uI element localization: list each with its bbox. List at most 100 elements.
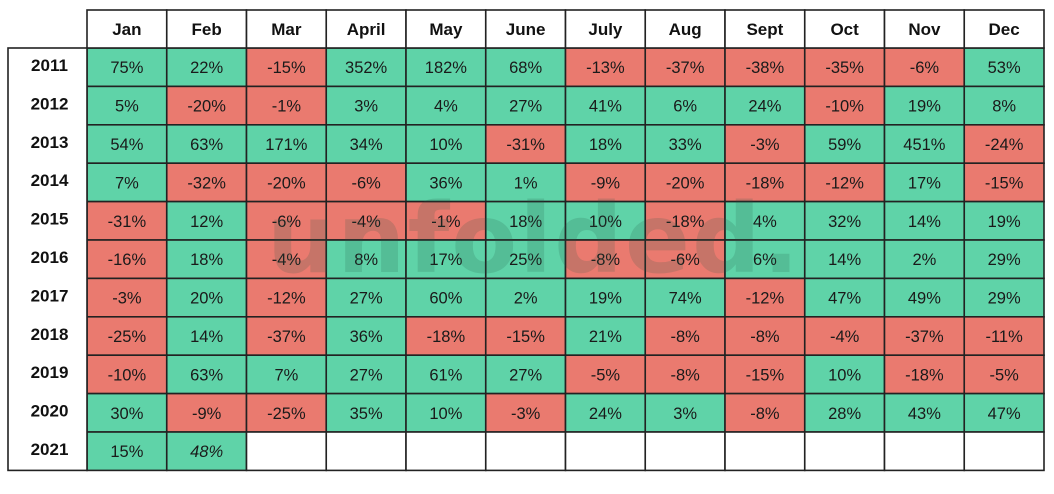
- heatmap-cell-label: -15%: [267, 59, 306, 77]
- heatmap-cell-label: -8%: [591, 251, 621, 269]
- heatmap-cell-label: 8%: [354, 251, 378, 269]
- heatmap-cell-label: -24%: [985, 136, 1024, 154]
- heatmap-cell-label: 171%: [265, 136, 308, 154]
- heatmap-cell-label: 53%: [988, 59, 1021, 77]
- heatmap-cell-label: -10%: [825, 98, 864, 116]
- heatmap-cell: [405, 162, 487, 203]
- row-header-label: 2014: [31, 171, 69, 190]
- row-header-label: 2020: [31, 402, 69, 421]
- heatmap-cell-label: 41%: [589, 98, 622, 116]
- heatmap-cell-label: -13%: [586, 59, 625, 77]
- column-header-label: Nov: [908, 20, 941, 39]
- heatmap-empty-cell: [963, 431, 1045, 472]
- heatmap-cell: [803, 200, 886, 241]
- heatmap-cell: [325, 239, 407, 280]
- column-header-label: Oct: [830, 20, 859, 39]
- heatmap-cell-label: 29%: [988, 290, 1021, 308]
- heatmap-cell-label: 24%: [589, 405, 622, 423]
- heatmap-cell: [963, 239, 1045, 280]
- heatmap-cell-label: 59%: [828, 136, 861, 154]
- column-header-label: Aug: [669, 20, 702, 39]
- heatmap-cell-label: -4%: [830, 328, 860, 346]
- column-header-cell: [245, 9, 328, 49]
- column-header-label: Feb: [192, 20, 222, 39]
- heatmap-cell: [644, 315, 726, 356]
- heatmap-cell-label: -8%: [750, 328, 780, 346]
- heatmap-cell-label: -25%: [267, 405, 306, 423]
- heatmap-empty-cell: [803, 431, 886, 472]
- heatmap-cell-label: 28%: [828, 405, 861, 423]
- heatmap-cell: [564, 162, 647, 203]
- heatmap-cell-label: 10%: [429, 405, 462, 423]
- column-header-cell: [86, 9, 168, 49]
- heatmap-cell-label: -6%: [272, 213, 302, 231]
- column-header-cell: [484, 9, 567, 49]
- heatmap-cell: [564, 47, 647, 88]
- heatmap-cell: [165, 315, 248, 356]
- heatmap-cell-label: -37%: [905, 328, 944, 346]
- heatmap-cell-label: -6%: [910, 59, 940, 77]
- heatmap-cell-label: -12%: [746, 290, 785, 308]
- heatmap-cell-label: -1%: [431, 213, 461, 231]
- heatmap-cell: [245, 315, 328, 356]
- heatmap-cell-label: -3%: [112, 290, 142, 308]
- heatmap-cell: [484, 392, 567, 433]
- heatmap-empty-cell: [245, 431, 328, 472]
- heatmap-cell-label: -15%: [985, 174, 1024, 192]
- column-header-cell: [963, 9, 1045, 49]
- heatmap-cell-label: 49%: [908, 290, 941, 308]
- heatmap-cell: [405, 392, 487, 433]
- heatmap-cell-label: 32%: [828, 213, 861, 231]
- heatmap-cell-label: -16%: [108, 251, 147, 269]
- heatmap-cell-label: -15%: [746, 366, 785, 384]
- heatmap-cell: [245, 277, 328, 318]
- heatmap-cell-label: 14%: [908, 213, 941, 231]
- heatmap-cell: [165, 85, 248, 126]
- heatmap-cell-label: -6%: [351, 174, 381, 192]
- heatmap-cell: [724, 162, 806, 203]
- heatmap-cell: [405, 315, 487, 356]
- heatmap-cell-label: -38%: [746, 59, 785, 77]
- row-header-label: 2016: [31, 248, 69, 267]
- heatmap-cell: [405, 124, 487, 165]
- heatmap-cell-label: -25%: [108, 328, 147, 346]
- heatmap-cell: [724, 85, 806, 126]
- heatmap-cell: [165, 431, 248, 472]
- heatmap-cell: [803, 315, 886, 356]
- heatmap-cell: [803, 47, 886, 88]
- heatmap-cell-label: 30%: [110, 405, 143, 423]
- heatmap-cell-label: 22%: [190, 59, 223, 77]
- column-header-label: Mar: [271, 20, 302, 39]
- heatmap-cell: [803, 239, 886, 280]
- heatmap-cell-label: -37%: [267, 328, 306, 346]
- heatmap-cell-label: -5%: [591, 366, 621, 384]
- heatmap-cell-label: 7%: [274, 366, 298, 384]
- heatmap-cell-label: -18%: [427, 328, 466, 346]
- heatmap-cell-label: -5%: [989, 366, 1019, 384]
- heatmap-cell-label: 4%: [434, 98, 458, 116]
- heatmap-cell-label: 27%: [509, 98, 542, 116]
- heatmap-cell-label: 29%: [988, 251, 1021, 269]
- heatmap-cell: [325, 354, 407, 395]
- column-header-cell: [165, 9, 248, 49]
- heatmap-cell-label: 47%: [828, 290, 861, 308]
- heatmap-cell: [724, 124, 806, 165]
- heatmap-cell-label: 24%: [748, 98, 781, 116]
- heatmap-cell-label: 3%: [354, 98, 378, 116]
- heatmap-empty-cell: [484, 431, 567, 472]
- heatmap-cell: [325, 162, 407, 203]
- heatmap-cells: 75% 22% -15% 352% 182% 68% -13% -37% -38% -35% -6%…: [86, 47, 1045, 472]
- heatmap-cell: [883, 200, 966, 241]
- heatmap-cell-label: 63%: [190, 366, 223, 384]
- column-header-label: Sept: [746, 20, 783, 39]
- heatmap-cell-label: 10%: [828, 366, 861, 384]
- heatmap-cell: [644, 47, 726, 88]
- heatmap-cell-label: -31%: [108, 213, 147, 231]
- heatmap-cell-label: -20%: [187, 98, 226, 116]
- heatmap-cell-label: 34%: [350, 136, 383, 154]
- heatmap-cell: [245, 162, 328, 203]
- heatmap-cell: [883, 354, 966, 395]
- column-header-cell: [564, 9, 647, 49]
- heatmap-cell-label: 63%: [190, 136, 223, 154]
